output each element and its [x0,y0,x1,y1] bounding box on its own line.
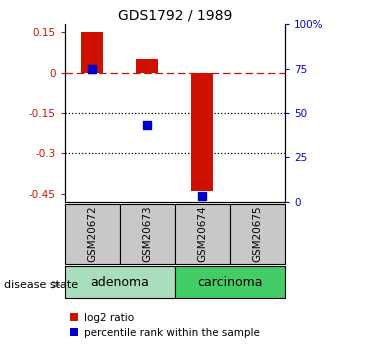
Text: disease state: disease state [4,280,78,289]
Text: GSM20675: GSM20675 [252,205,262,262]
Bar [81,32,103,72]
Bar [136,59,158,72]
Text: GSM20673: GSM20673 [142,205,152,262]
Text: GSM20674: GSM20674 [197,205,207,262]
Bar [65,204,120,264]
Point [89,66,95,71]
Point [199,194,205,199]
Text: GSM20672: GSM20672 [87,205,97,262]
Title: GDS1792 / 1989: GDS1792 / 1989 [118,9,232,23]
Legend: log2 ratio, percentile rank within the sample: log2 ratio, percentile rank within the s… [70,313,259,338]
Bar [230,204,285,264]
Bar [65,266,175,298]
Bar [175,266,285,298]
Point [144,123,150,128]
Bar [191,72,213,191]
Text: carcinoma: carcinoma [197,276,263,288]
Text: adenoma: adenoma [90,276,149,288]
Bar [175,204,230,264]
Bar [120,204,175,264]
